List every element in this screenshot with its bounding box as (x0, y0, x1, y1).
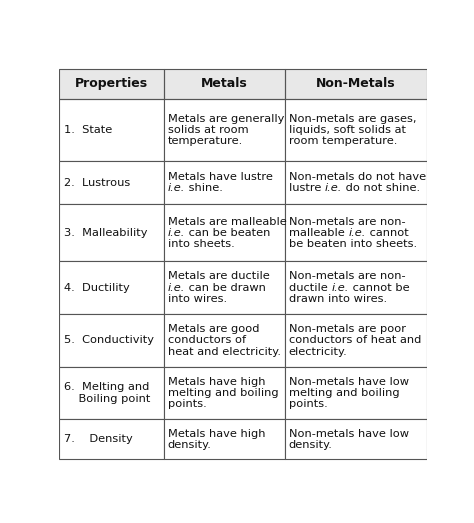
Text: Metals have high: Metals have high (168, 429, 265, 439)
Text: can be drawn: can be drawn (185, 283, 266, 293)
Bar (285, 69, 427, 99)
Text: solids at room: solids at room (168, 125, 248, 135)
Bar (285, 367, 427, 419)
Text: ductile: ductile (289, 283, 331, 293)
Text: liquids, soft solids at: liquids, soft solids at (289, 125, 406, 135)
Bar (59, 262, 164, 314)
Text: be beaten into sheets.: be beaten into sheets. (289, 239, 417, 249)
Text: Non-metals are non-: Non-metals are non- (289, 271, 405, 281)
Text: drawn into wires.: drawn into wires. (289, 294, 387, 304)
Text: Non-metals are poor: Non-metals are poor (289, 324, 406, 334)
Bar (59, 69, 164, 99)
Bar (285, 262, 427, 314)
Text: density.: density. (289, 440, 333, 450)
Text: Metals are generally: Metals are generally (168, 113, 284, 123)
Text: Metals are ductile: Metals are ductile (168, 271, 269, 281)
Text: points.: points. (168, 399, 206, 410)
Text: Boiling point: Boiling point (64, 394, 150, 404)
Text: Metals have lustre: Metals have lustre (168, 172, 273, 182)
Text: Properties: Properties (75, 77, 148, 90)
Bar (164, 419, 285, 459)
Text: melting and boiling: melting and boiling (289, 388, 400, 398)
Text: 6.  Melting and: 6. Melting and (64, 382, 149, 392)
Bar (59, 314, 164, 367)
Bar (164, 161, 285, 204)
Text: room temperature.: room temperature. (289, 136, 397, 146)
Bar (164, 314, 285, 367)
Bar (285, 99, 427, 161)
Text: Non-metals are gases,: Non-metals are gases, (289, 113, 416, 123)
Text: do not shine.: do not shine. (342, 183, 420, 193)
Text: 7.    Density: 7. Density (64, 435, 132, 445)
Bar (164, 262, 285, 314)
Text: i.e.: i.e. (168, 228, 185, 238)
Bar (59, 419, 164, 459)
Text: conductors of heat and: conductors of heat and (289, 335, 421, 345)
Bar (59, 99, 164, 161)
Text: Non-metals do not have: Non-metals do not have (289, 172, 426, 182)
Text: can be beaten: can be beaten (185, 228, 270, 238)
Bar (285, 314, 427, 367)
Bar (285, 419, 427, 459)
Text: 4.  Ductility: 4. Ductility (64, 283, 129, 293)
Text: i.e.: i.e. (331, 283, 348, 293)
Text: temperature.: temperature. (168, 136, 243, 146)
Text: i.e.: i.e. (325, 183, 342, 193)
Text: points.: points. (289, 399, 328, 410)
Text: i.e.: i.e. (348, 228, 365, 238)
Bar (164, 69, 285, 99)
Text: 2.  Lustrous: 2. Lustrous (64, 177, 130, 188)
Text: 1.  State: 1. State (64, 125, 112, 135)
Bar (285, 69, 427, 99)
Text: Non-Metals: Non-Metals (316, 77, 396, 90)
Text: melting and boiling: melting and boiling (168, 388, 278, 398)
Text: Non-metals have low: Non-metals have low (289, 377, 409, 386)
Bar (59, 161, 164, 204)
Text: conductors of: conductors of (168, 335, 246, 345)
Text: heat and electricity.: heat and electricity. (168, 347, 281, 357)
Text: cannot: cannot (365, 228, 408, 238)
Bar (285, 204, 427, 262)
Text: Metals have high: Metals have high (168, 377, 265, 386)
Text: shine.: shine. (185, 183, 223, 193)
Text: Non-metals are non-: Non-metals are non- (289, 217, 405, 226)
Text: i.e.: i.e. (168, 183, 185, 193)
Text: density.: density. (168, 440, 211, 450)
Text: into sheets.: into sheets. (168, 239, 234, 249)
Text: Metals: Metals (201, 77, 248, 90)
Bar (59, 69, 164, 99)
Text: Metals are good: Metals are good (168, 324, 259, 334)
Text: electricity.: electricity. (289, 347, 347, 357)
Text: cannot be: cannot be (348, 283, 409, 293)
Text: Metals are malleable: Metals are malleable (168, 217, 286, 226)
Bar (164, 69, 285, 99)
Bar (59, 367, 164, 419)
Text: into wires.: into wires. (168, 294, 227, 304)
Bar (164, 204, 285, 262)
Text: i.e.: i.e. (168, 283, 185, 293)
Bar (164, 367, 285, 419)
Text: malleable: malleable (289, 228, 348, 238)
Text: 3.  Malleability: 3. Malleability (64, 228, 147, 238)
Text: Non-metals have low: Non-metals have low (289, 429, 409, 439)
Bar (164, 99, 285, 161)
Bar (285, 161, 427, 204)
Bar (59, 204, 164, 262)
Text: 5.  Conductivity: 5. Conductivity (64, 335, 154, 345)
Text: lustre: lustre (289, 183, 325, 193)
